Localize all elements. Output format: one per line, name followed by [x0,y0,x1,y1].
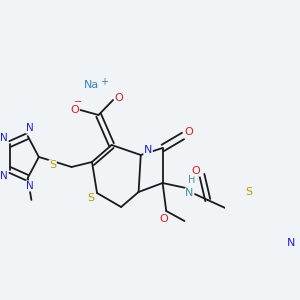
Text: H: H [188,175,195,185]
Text: N: N [0,133,8,143]
Text: O: O [70,105,79,115]
Text: O: O [115,93,123,103]
Text: N: N [26,181,34,191]
Text: O: O [159,214,168,224]
Text: O: O [192,166,200,176]
Text: N: N [185,188,194,198]
Text: S: S [88,193,95,203]
Text: N: N [144,145,152,155]
Text: N: N [26,123,34,133]
Text: +: + [100,77,108,87]
Text: −: − [74,97,82,107]
Text: S: S [49,160,56,170]
Text: Na: Na [84,80,99,90]
Text: N: N [287,238,296,248]
Text: O: O [184,127,193,137]
Text: N: N [0,171,8,181]
Text: S: S [246,187,253,197]
